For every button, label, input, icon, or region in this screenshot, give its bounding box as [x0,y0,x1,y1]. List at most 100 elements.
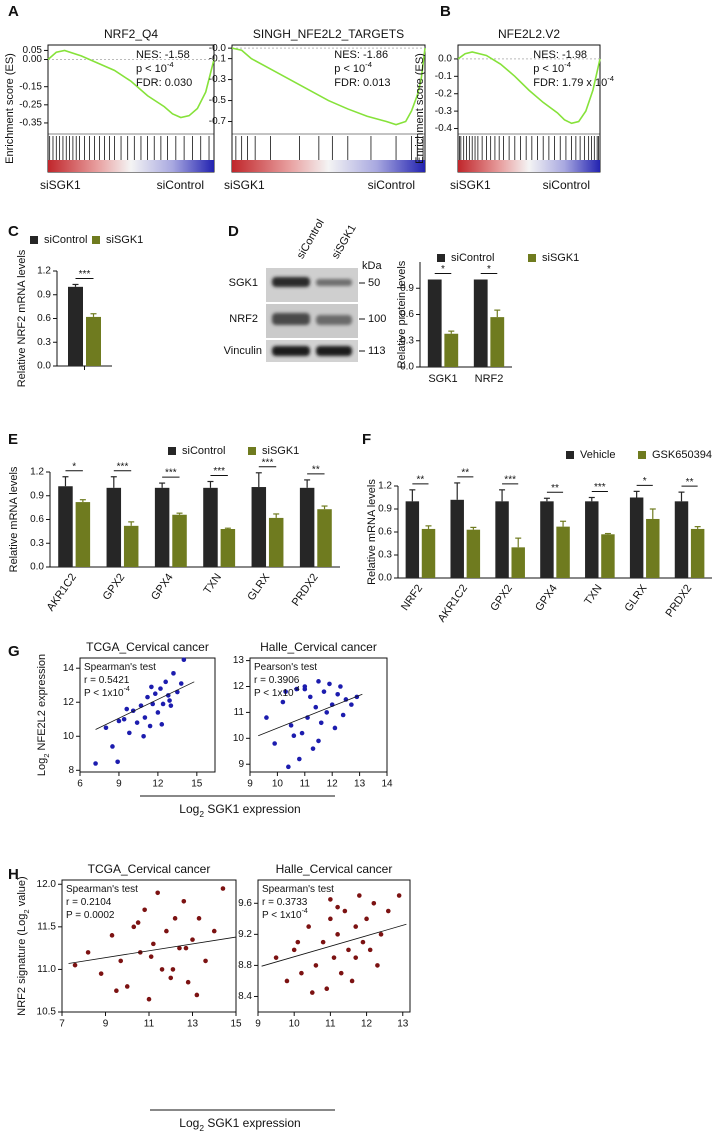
annotation: NES: -1.98 [533,49,587,61]
y-tick-label: 0.05 [23,45,43,56]
point [131,924,137,930]
sig-label: *** [79,269,91,280]
y-tick-label: 8 [68,765,74,776]
legend-label: siSGK1 [542,252,579,264]
x-tick-label: GPX2 [488,583,515,614]
annotation: Spearman's test [262,884,334,895]
blot-band [272,346,310,356]
bar [203,487,218,567]
point [338,970,344,976]
x-axis-label-part: 2 [199,1123,204,1133]
legend-label: GSK650394 [652,449,712,461]
panel-label: C [8,223,19,240]
point [335,932,340,937]
legend-swatch [168,447,176,455]
annotation-part: Spearman's test [66,884,138,895]
point [142,907,147,913]
x-tick-label: GPX4 [149,572,176,603]
phenotype-label: siSGK1 [450,178,491,192]
y-tick-label: 0.3 [30,538,44,549]
lane-label: siControl [295,217,327,261]
bar [427,279,442,367]
legend-label: siControl [44,234,87,246]
annotation: P < 1x10-4 [262,908,308,920]
point [155,710,161,715]
y-axis-label: Relative protein levels [396,260,408,368]
sig-label: ** [417,474,425,485]
point [299,970,304,976]
x-tick-label: 9 [247,779,253,790]
annotation: r = 0.3733 [262,897,308,908]
phenotype-label: siControl [368,178,415,192]
sig-label: *** [504,474,516,485]
annotation: FDR: 1.79 x 10-4 [533,74,615,89]
x-tick-label: 10 [272,779,284,790]
annotation: p < 10-4 [136,60,174,75]
x-tick-label: SGK1 [428,373,457,385]
y-tick-label: -0.2 [435,88,453,99]
point [135,920,141,925]
x-axis-label: Log2 SGK1 expression [179,1116,300,1133]
annotation-part: p < 10 [533,63,564,75]
point [291,947,297,953]
point [110,744,115,749]
y-tick-label: 0.00 [23,54,43,65]
point [155,890,160,896]
x-axis-label-part: 2 [199,809,204,819]
bar [317,509,332,567]
annotation: r = 0.3906 [254,675,300,686]
point [283,689,288,694]
y-tick-label: 12 [63,697,75,708]
point [103,725,109,731]
bar [540,501,554,578]
annotation: P < 1x10-4 [84,686,130,698]
chart-title: NFE2L2.V2 [498,27,560,41]
plot-frame [457,44,601,173]
point [332,725,338,731]
point [203,958,208,964]
point [159,967,165,972]
y-axis-label: Relative NRF2 mRNA levels [16,249,28,387]
point [146,996,152,1002]
annotation-part: FDR: 0.013 [334,77,390,89]
x-tick-label: TXN [202,571,224,596]
point [327,681,332,687]
y-tick-label: 0.0 [400,362,414,373]
size-label: 50 [368,277,380,289]
point [159,722,165,727]
point [313,704,319,710]
y-tick-label: -0.15 [19,81,42,92]
legend-swatch [528,254,536,262]
trend-line [95,681,195,730]
point [297,756,302,762]
annotation-part: r = 0.2104 [66,897,112,908]
y-axis-label-part: NFE2L2 expression [36,654,48,754]
x-tick-label: GLRX [623,582,650,614]
annotation: Pearson's test [254,662,317,673]
point [185,979,191,985]
annotation: P = 0.0002 [66,910,115,921]
point [183,945,189,951]
y-tick-label: 0.6 [30,514,44,525]
point [320,939,326,945]
point [109,933,115,938]
point [273,955,279,960]
point [151,941,156,947]
point [148,954,154,959]
point [220,886,226,891]
point [318,720,324,726]
y-tick-label: 12 [233,681,245,692]
point [93,761,98,766]
blot-band [272,313,310,325]
point [284,978,290,984]
point [360,939,366,945]
x-tick-label: NRF2 [475,373,504,385]
y-tick-label: 0.0 [30,562,44,573]
point [307,694,313,700]
point [178,681,184,686]
x-tick-label: 12 [152,779,164,790]
y-tick-label: -0.25 [19,99,42,110]
blot-band [316,279,352,286]
sig-label: * [72,461,76,472]
point [286,764,291,770]
